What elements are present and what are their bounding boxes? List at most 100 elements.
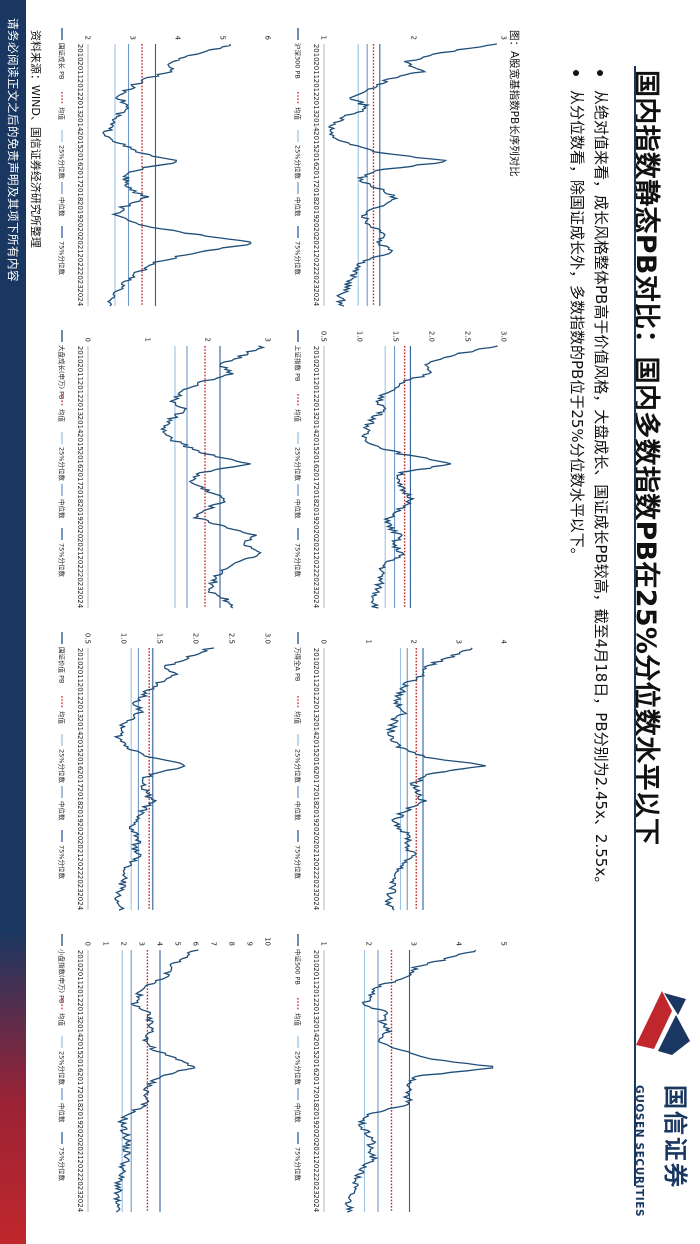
x-tick-label: 2020	[76, 218, 84, 236]
legend-label: 25%分位数	[58, 145, 67, 179]
x-tick-label: 2014	[312, 416, 320, 434]
y-tick-label: 1	[320, 36, 328, 40]
x-tick-label: 2020	[76, 520, 84, 538]
x-tick-label: 2020	[312, 218, 320, 236]
legend-label: 25%分位数	[58, 1051, 67, 1085]
x-tick-label: 2017	[76, 166, 84, 184]
x-tick-label: 2012	[76, 985, 84, 1003]
pb-series-line	[327, 43, 497, 307]
x-tick-label: 2012	[312, 985, 320, 1003]
pb-series-line	[360, 345, 498, 609]
x-tick-label: 2011	[312, 665, 320, 683]
x-tick-label: 2016	[76, 1055, 84, 1073]
legend-label: 国证价值 PB	[58, 647, 67, 683]
legend-label: 75%分位数	[58, 845, 67, 879]
y-tick-label: 5	[219, 36, 227, 40]
x-tick-label: 2015	[312, 131, 320, 149]
chart-panel-4: 1 2 3 4 520102011201220132014201520162017201…	[294, 934, 508, 1213]
bullet-dot-icon	[573, 70, 580, 76]
x-tick-label: 2024	[312, 1194, 320, 1212]
x-tick-label: 2020	[312, 1124, 320, 1142]
pb-charts-svg: 1 2 32010201120122013201420152016201720182…	[58, 28, 508, 1213]
bullet-text: 从分位数看，除国证成长外，多数指数的PB位于25%分位数水平以下。	[568, 90, 586, 563]
x-tick-label: 2010	[312, 44, 320, 62]
x-tick-label: 2016	[312, 1055, 320, 1073]
x-tick-label: 2024	[312, 590, 320, 608]
x-tick-label: 2013	[312, 700, 320, 718]
x-tick-label: 2019	[312, 201, 320, 219]
y-tick-label: 3	[410, 942, 418, 946]
y-tick-label: 4	[500, 640, 508, 645]
pb-charts-grid: 1 2 3 2010 2011 2012 2013 2014 2015 2016 2017 2018 2…	[42, 18, 514, 1228]
y-tick-label: 0	[84, 338, 92, 342]
chart-panel-2: 0.5 1.0 1.5 2.0 2.5 3.02010201120122013201420…	[294, 330, 508, 609]
legend-label: 均值	[294, 1013, 303, 1027]
x-tick-label: 2018	[76, 1090, 84, 1108]
x-tick-label: 2020	[312, 822, 320, 840]
legend-label: 25%分位数	[294, 749, 303, 783]
bullet-text: 从绝对值来看，成长风格整体PB高于价值风格，大盘成长、国证成长PB较高，截至4月…	[592, 90, 610, 892]
legend-label: 均值	[58, 1013, 67, 1027]
x-tick-label: 2022	[76, 555, 84, 573]
legend-label: 大盘成长(申万) PB	[58, 345, 67, 400]
legend-label: 均值	[58, 107, 67, 121]
x-tick-label: 2014	[312, 718, 320, 736]
x-tick-label: 2021	[76, 1142, 84, 1160]
pb-series-line	[113, 647, 214, 911]
legend-label: 中位数	[58, 499, 67, 519]
pb-series-line	[344, 949, 494, 1213]
x-tick-label: 2023	[76, 573, 84, 591]
x-tick-label: 2011	[76, 363, 84, 381]
y-tick-label: 8	[228, 942, 236, 946]
x-tick-label: 2021	[312, 1142, 320, 1160]
chart-panel-8: 0 1 2 3 4 5 6 7 8 9 10 2010201120122013201420152016…	[58, 934, 272, 1213]
legend-label: 25%分位数	[294, 145, 303, 179]
y-tick-label: 2	[365, 942, 373, 946]
x-tick-label: 2018	[312, 788, 320, 806]
x-tick-label: 2020	[76, 1124, 84, 1142]
x-tick-label: 2016	[312, 753, 320, 771]
logo-chinese-name: 国信证券	[661, 1085, 689, 1189]
x-tick-label: 2020	[312, 520, 320, 538]
y-tick-label: 1	[102, 942, 110, 946]
x-tick-label: 2019	[76, 1107, 84, 1125]
y-tick-label: 3	[455, 640, 463, 644]
legend-label: 小盘指数(申万) PB	[58, 949, 67, 1004]
x-tick-label: 2024	[312, 892, 320, 910]
x-tick-label: 2011	[312, 363, 320, 381]
y-tick-label: 1	[320, 942, 328, 946]
x-tick-label: 2015	[76, 131, 84, 149]
y-tick-label: 5	[174, 942, 182, 946]
x-tick-label: 2021	[76, 538, 84, 556]
bullet-percentile: 从分位数看，除国证成长外，多数指数的PB位于25%分位数水平以下。	[567, 70, 588, 563]
x-tick-label: 2015	[312, 1037, 320, 1055]
x-tick-label: 2023	[312, 1177, 320, 1195]
x-tick-label: 2017	[312, 1072, 320, 1090]
y-tick-label: 0	[320, 640, 328, 644]
bullet-dot-icon	[597, 70, 604, 76]
y-tick-label: 9	[246, 942, 254, 946]
y-tick-label: 3	[500, 36, 508, 40]
x-tick-label: 2011	[76, 665, 84, 683]
x-tick-label: 2019	[312, 1107, 320, 1125]
y-tick-label: 2.0	[192, 633, 200, 644]
chart-panel-3: 0 1 2 3 420102011201220132014201520162017201…	[294, 632, 508, 911]
x-tick-label: 2014	[312, 114, 320, 132]
y-tick-label: 10	[264, 937, 272, 946]
y-tick-label: 1	[365, 640, 373, 644]
legend-label: 均值	[294, 711, 303, 725]
x-tick-label: 2022	[312, 555, 320, 573]
x-tick-label: 2018	[76, 184, 84, 202]
x-tick-label: 2014	[76, 416, 84, 434]
x-tick-label: 2019	[312, 805, 320, 823]
x-tick-label: 2016	[76, 451, 84, 469]
x-tick-label: 2023	[76, 875, 84, 893]
x-tick-label: 2012	[312, 79, 320, 97]
x-tick-label: 2015	[76, 735, 84, 753]
y-tick-label: 4	[455, 942, 463, 947]
legend-label: 75%分位数	[294, 543, 303, 577]
y-tick-label: 3	[129, 36, 137, 40]
y-tick-label: 1.0	[120, 633, 128, 644]
x-tick-label: 2024	[76, 892, 84, 910]
y-tick-label: 1.0	[356, 331, 364, 342]
